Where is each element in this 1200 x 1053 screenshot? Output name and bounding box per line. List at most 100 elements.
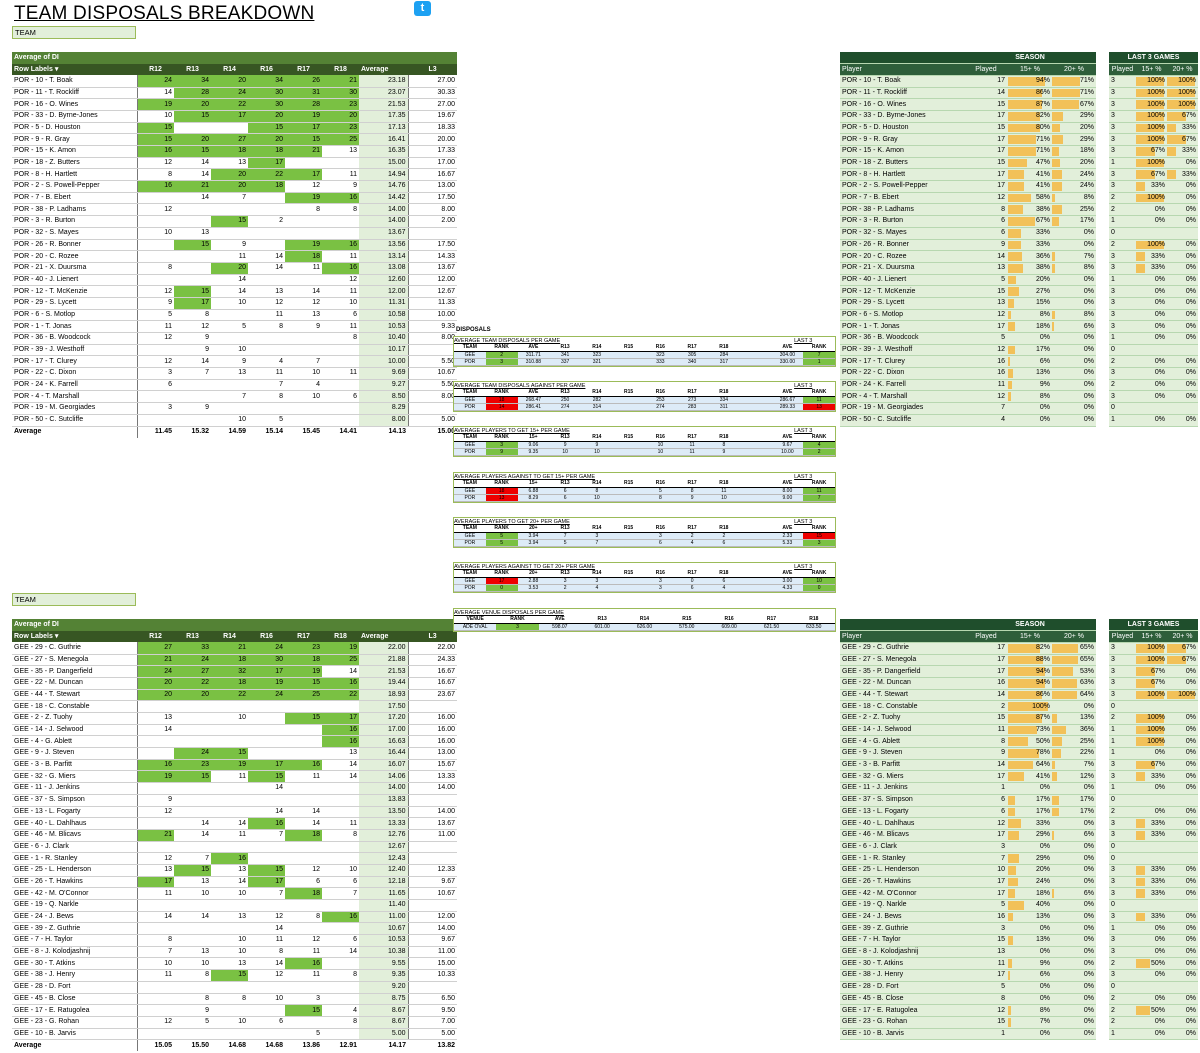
p20-value: 63% xyxy=(1052,677,1097,690)
percent-bar xyxy=(1008,205,1024,215)
round-value: 23 xyxy=(322,122,359,135)
table-row: POR - 26 - R. Bonner 9 33% 0% xyxy=(840,239,1097,252)
average-value: 12.40 xyxy=(359,864,408,877)
p20-value: 100% xyxy=(1167,689,1199,702)
footer-value: 14.68 xyxy=(248,1039,285,1052)
percent-bar xyxy=(1008,643,1041,653)
round-value: 11 xyxy=(248,367,285,380)
round-value: 9 xyxy=(174,1004,211,1017)
l3-value: 13.67 xyxy=(407,262,458,275)
percent-text: 17% xyxy=(1035,796,1050,804)
percent-text: 0% xyxy=(1185,1006,1197,1014)
team-filter-top[interactable]: TEAM xyxy=(12,26,136,39)
round-value: 13 xyxy=(322,747,359,760)
average-value: 10.53 xyxy=(359,320,408,333)
table-row: GEE - 2 - Z. Tuohy 13 10 15 17 17.20 16.00 xyxy=(12,712,458,725)
player-name: POR - 29 - S. Lycett xyxy=(840,297,964,310)
p20-value: 20% xyxy=(1052,157,1097,170)
round-value: 13 xyxy=(174,946,211,959)
percent-bar xyxy=(1052,795,1059,805)
table-row: GEE 18 268.47 250 282 253 273 334 286.67 11 xyxy=(454,396,835,404)
round-value: 4 xyxy=(285,379,322,392)
percent-bar xyxy=(1136,147,1155,156)
round-value xyxy=(211,724,248,737)
l3-value: 17.00 xyxy=(407,157,458,170)
average-value: 14.00 xyxy=(359,203,408,217)
player-name: POR - 18 - Z. Butters xyxy=(12,157,138,170)
p20-value: 65% xyxy=(1052,654,1097,667)
p20-value: 0% xyxy=(1167,1028,1199,1041)
round-value: 5 xyxy=(174,1016,211,1029)
round-value: 11 xyxy=(248,934,285,947)
player-name: POR - 39 - J. Westhoff xyxy=(12,344,138,357)
p20-value: 7% xyxy=(1052,759,1097,772)
l3-header: L3 xyxy=(408,630,458,643)
panel-header: R14 xyxy=(581,389,613,397)
round-value: 6 xyxy=(322,390,359,404)
round-value: 14 xyxy=(137,724,174,737)
row-labels-filter[interactable]: Row Labels ▾ xyxy=(12,63,137,76)
player-name: GEE - 24 - J. Bews xyxy=(12,911,138,924)
p20-value: 20% xyxy=(1052,122,1097,135)
p15-value: 13% xyxy=(1008,934,1052,947)
percent-bar xyxy=(1052,205,1062,215)
percent-text: 0% xyxy=(1185,287,1197,295)
panel-header: RANK xyxy=(803,389,835,397)
percent-text: 0% xyxy=(1185,322,1197,330)
team-filter-bottom[interactable]: TEAM xyxy=(12,593,136,606)
percent-text: 0% xyxy=(1154,205,1165,213)
table-row: 3 67% 0% xyxy=(1109,759,1199,772)
p15-value: 8% xyxy=(1008,1004,1052,1017)
p20-value: 7% xyxy=(1052,250,1097,263)
p15-value: 0% xyxy=(1136,215,1167,228)
p15-value: 82% xyxy=(1008,642,1052,655)
percent-text: 0% xyxy=(1083,392,1095,400)
panel-header: R15 xyxy=(612,434,645,442)
percent-bar xyxy=(1052,655,1078,665)
player-name: GEE - 17 - E. Ratugolea xyxy=(12,1004,138,1017)
played-value: 17 xyxy=(964,829,1008,842)
percent-bar xyxy=(1052,123,1060,133)
panel-value: 333 xyxy=(644,358,677,366)
average-value: 8.67 xyxy=(359,1016,408,1029)
average-value: 12.00 xyxy=(359,285,408,298)
l3-value: 27.00 xyxy=(407,98,458,111)
player-name: GEE - 1 - R. Stanley xyxy=(12,852,138,865)
round-value xyxy=(174,981,211,994)
played-value: 2 xyxy=(1109,806,1136,819)
average-value: 8.75 xyxy=(359,993,408,1006)
table-row: POR - 2 - S. Powell-Pepper 17 41% 24% xyxy=(840,180,1097,193)
round-value: 11 xyxy=(322,285,359,298)
panel-value: 273 xyxy=(676,396,708,404)
player-name: POR - 22 - C. Dixon xyxy=(12,367,138,380)
round-value: 10 xyxy=(174,887,211,900)
panel-value: 286.41 xyxy=(517,403,550,411)
round-value: 10 xyxy=(137,110,174,123)
p20-header: 20+ % xyxy=(1167,630,1199,643)
row-labels-filter[interactable]: Row Labels ▾ xyxy=(12,630,137,643)
round-value: 13 xyxy=(211,367,248,380)
percent-text: 17% xyxy=(1035,807,1050,815)
percent-bar xyxy=(1008,971,1011,980)
player-name: POR - 5 - D. Houston xyxy=(840,122,964,135)
table-row: 1 0% 0% xyxy=(1109,1028,1199,1041)
round-value: 22 xyxy=(174,677,211,690)
l3-value: 10.33 xyxy=(407,969,458,982)
twitter-icon[interactable]: t xyxy=(414,1,431,16)
p15-header: 15+ % xyxy=(1008,630,1052,643)
percent-text: 0% xyxy=(1083,854,1095,862)
panel-header: R13 xyxy=(549,480,581,488)
panel-header xyxy=(739,480,772,488)
player-name: GEE - 22 - M. Duncan xyxy=(12,677,138,690)
average-value: 17.50 xyxy=(359,700,408,713)
p20-value: 17% xyxy=(1052,806,1097,819)
round-value: 17 xyxy=(285,168,322,182)
round-value xyxy=(285,852,322,865)
player-name: POR - 40 - J. Lienert xyxy=(840,274,964,287)
percent-text: 29% xyxy=(1080,135,1095,143)
average-value: 21.53 xyxy=(359,98,408,111)
percent-text: 0% xyxy=(1185,772,1197,780)
round-value xyxy=(174,274,211,287)
round-value: 14 xyxy=(322,770,359,784)
table-row: 3 100% 67% xyxy=(1109,110,1199,123)
